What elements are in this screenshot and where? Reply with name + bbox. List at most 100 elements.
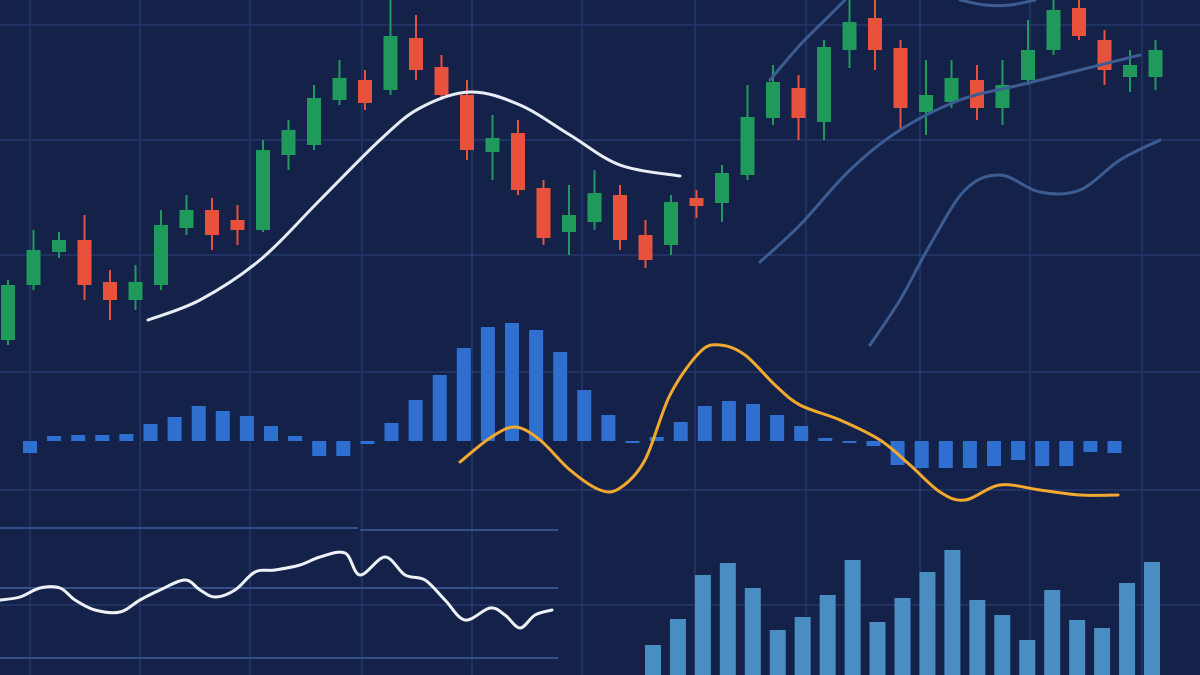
bar	[987, 441, 1001, 466]
bar	[866, 441, 881, 446]
bar	[577, 390, 592, 441]
bar	[719, 563, 736, 675]
bar	[938, 441, 953, 468]
candle-body	[154, 225, 168, 285]
bar	[673, 422, 688, 441]
candle-body	[281, 130, 296, 155]
bar	[191, 406, 206, 441]
candle-body	[128, 282, 143, 300]
candle-body	[103, 282, 117, 300]
candle-body	[587, 193, 602, 222]
bar	[264, 426, 278, 441]
bar	[794, 617, 811, 675]
bar	[23, 441, 37, 453]
bar	[649, 437, 664, 441]
candle-body	[1072, 8, 1086, 36]
candle-body	[26, 250, 41, 285]
bar	[480, 327, 495, 441]
candle-body	[511, 133, 525, 190]
candle-body	[1046, 10, 1061, 50]
bar	[1059, 441, 1074, 466]
bar	[143, 424, 158, 441]
bar	[744, 588, 761, 675]
candle-body	[944, 78, 959, 102]
bar	[962, 441, 977, 468]
candle-body	[485, 138, 500, 152]
candle-body	[766, 82, 780, 118]
line	[868, 138, 1162, 347]
bar	[994, 615, 1011, 675]
bar	[1119, 583, 1136, 675]
candle-body	[613, 195, 627, 240]
candle-body	[664, 202, 678, 245]
bar	[842, 441, 857, 443]
candle-body	[562, 215, 576, 232]
candle-body	[842, 22, 857, 50]
bar	[1069, 620, 1086, 675]
candle-body	[791, 88, 806, 118]
panel-rules	[0, 527, 558, 659]
line	[0, 550, 554, 630]
candle-body	[434, 67, 449, 95]
bar	[95, 435, 110, 441]
bar	[336, 441, 351, 456]
bar	[71, 435, 86, 441]
bar	[1035, 441, 1050, 466]
bar	[869, 622, 886, 675]
bar	[669, 619, 686, 675]
candle-body	[817, 47, 831, 122]
bar	[1044, 590, 1061, 675]
bar	[1107, 441, 1122, 453]
line	[146, 90, 682, 322]
bar	[601, 415, 616, 441]
line	[758, 53, 1142, 264]
bar	[694, 575, 711, 675]
bar	[1144, 562, 1160, 675]
candle-body	[715, 173, 729, 203]
candle-body	[1021, 50, 1035, 80]
bar	[819, 595, 836, 675]
candle-body	[638, 235, 653, 260]
bar	[721, 401, 736, 441]
candle-body	[230, 220, 245, 230]
bar	[119, 434, 134, 441]
bar	[894, 598, 911, 675]
bar	[697, 406, 712, 441]
bar	[769, 630, 786, 675]
bar	[746, 404, 760, 441]
bar	[239, 416, 254, 441]
bar	[919, 572, 936, 675]
bar	[1011, 441, 1026, 460]
candle-body	[740, 117, 755, 175]
bar	[1094, 628, 1111, 675]
candle-body	[1, 285, 15, 340]
bar	[818, 438, 833, 441]
candle-body	[536, 188, 551, 238]
candle-body	[919, 95, 933, 112]
bar	[969, 600, 986, 675]
bar	[312, 441, 327, 456]
line	[768, 0, 847, 82]
line	[958, 0, 1037, 8]
bar	[770, 415, 785, 441]
bar	[456, 348, 471, 441]
bar	[1019, 640, 1036, 675]
bar	[944, 550, 961, 675]
candle-body	[868, 18, 882, 50]
bar	[505, 323, 519, 441]
bar	[360, 441, 375, 444]
candle-body	[409, 38, 423, 70]
candle-body	[358, 80, 372, 103]
bar	[288, 436, 303, 441]
candle-body	[179, 210, 194, 228]
bar	[625, 441, 640, 443]
bar	[384, 423, 399, 441]
candle-body	[205, 210, 219, 235]
bar	[914, 441, 929, 468]
candle-body	[1148, 50, 1163, 77]
candle-body	[460, 95, 474, 150]
bar	[1083, 441, 1098, 452]
